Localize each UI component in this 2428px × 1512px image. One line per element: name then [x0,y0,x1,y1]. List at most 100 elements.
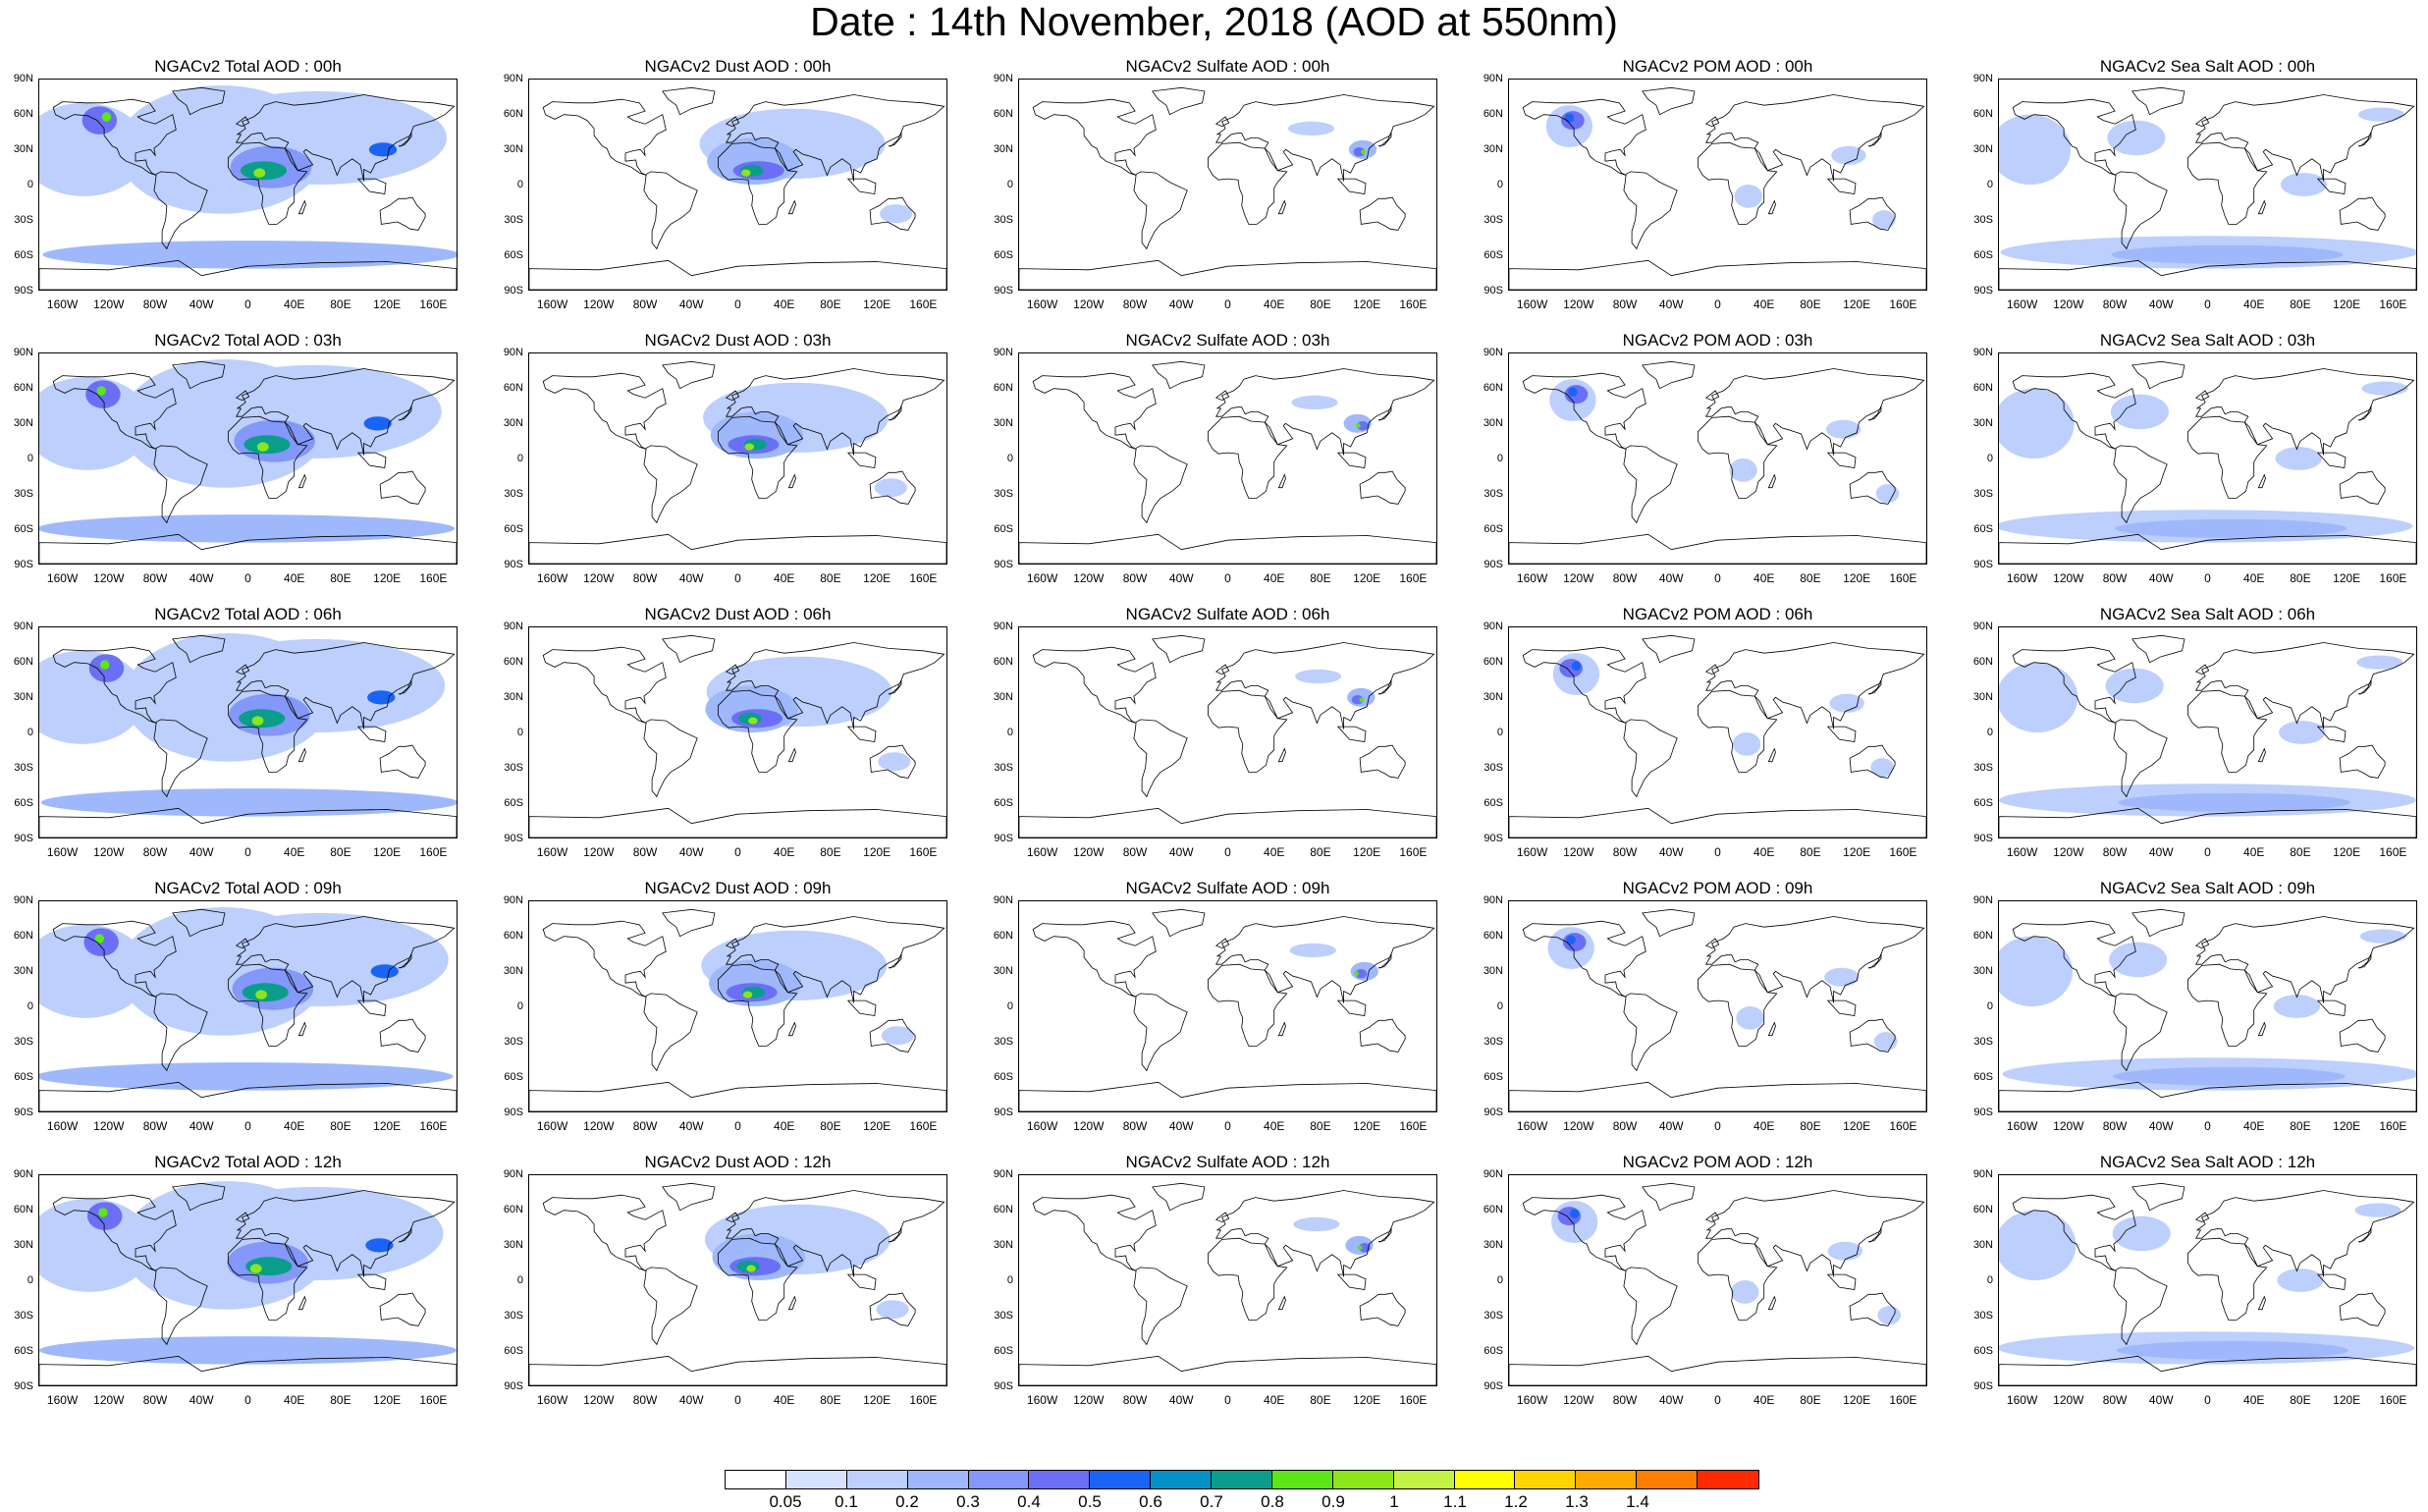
coastline [1867,405,1882,421]
lat-tick-label: 90N [13,1168,33,1180]
lon-tick-label: 80E [1310,1119,1331,1133]
lat-tick-label: 0 [1006,1000,1013,1012]
figure-title: Date : 14th November, 2018 (AOD at 550nm… [810,0,1618,44]
map-plot [1019,360,1436,564]
coastline [52,1194,177,1271]
aod-field [98,1208,108,1217]
lat-tick-label: 60S [1484,523,1503,535]
lon-tick-label: 80W [1122,845,1148,859]
coastline [236,94,456,182]
coastline [643,445,698,524]
coastline [542,98,667,176]
lon-tick-label: 120E [2333,845,2361,859]
lon-tick-label: 80E [1800,571,1821,585]
map-panel-pom-4: NGACv2 POM AOD : 12h 90N 60N 30N 0 30S 60S 90S 1… [1470,1153,1961,1418]
lat-tick-label: 30N [503,417,523,429]
lat-tick-label: 0 [27,179,33,190]
map-panel-sulfate-0: NGACv2 Sulfate AOD : 00h 90N 60N 30N 0 30S 60S… [980,57,1471,322]
coastline [725,1212,740,1223]
lat-tick-label: 90N [13,621,33,632]
coastline [1849,744,1896,779]
lat-tick-label: 90N [1972,1168,1993,1180]
lat-tick-label: 90S [994,833,1013,844]
aod-field [741,169,751,177]
lat-tick-label: 90N [13,73,33,84]
lon-tick-label: 80E [820,571,841,585]
coastline [529,1355,946,1385]
lat-tick-label: 90S [504,559,523,570]
lon-tick-label: 80W [1612,297,1638,311]
coastline [379,470,426,505]
coastline [717,1237,798,1321]
lon-tick-label: 160W [536,571,568,585]
coastline [1522,98,1646,176]
coastline [153,993,208,1072]
map-panel-total-4: NGACv2 Total AOD : 12h 90N 60N 30N 0 30S 60S 90… [0,1153,491,1418]
coastline [2195,1190,2415,1277]
aod-field [42,241,457,269]
coastline [1999,807,2416,837]
lat-tick-label: 30S [994,1310,1013,1322]
lon-tick-label: 0 [734,571,741,585]
aod-field [744,443,755,451]
coastline [2195,94,2415,182]
lon-tick-label: 160E [909,1393,938,1407]
lat-tick-label: 90S [1484,285,1503,297]
coastline [1704,664,1720,675]
aod-field [1736,1006,1764,1030]
lat-tick-label: 30S [504,1310,523,1322]
coastline [662,908,716,938]
lon-tick-label: 40E [284,1393,305,1407]
coastline [1767,473,1776,489]
aod-field [2113,1066,2346,1086]
lon-tick-label: 40E [1264,297,1285,311]
lon-tick-label: 40W [189,1393,214,1407]
lon-tick-label: 40E [774,1393,795,1407]
aod-field [99,660,110,670]
coastline [1032,920,1157,998]
lon-tick-label: 160E [2379,1119,2407,1133]
aod-field [1831,145,1866,165]
lat-tick-label: 0 [1006,727,1013,738]
lon-tick-label: 80E [330,1119,351,1133]
lat-tick-label: 90S [14,1107,33,1118]
coastline [1214,938,1230,949]
colorbar-box [1332,1471,1394,1488]
lat-tick-label: 60S [14,797,33,809]
coastline [1215,642,1435,729]
lat-tick-label: 30S [1973,1036,1993,1048]
coastline [1336,178,1367,194]
lon-tick-label: 160W [536,1119,568,1133]
lon-tick-label: 0 [1224,845,1231,859]
coastline [1522,1194,1646,1271]
coastline [1377,679,1392,695]
lon-tick-label: 160W [1516,1393,1548,1407]
lon-tick-label: 160W [1516,571,1548,585]
lat-tick-label: 30N [1483,965,1503,977]
coastline [2131,1182,2185,1212]
coastline [725,390,740,402]
lat-tick-label: 0 [1986,453,1993,464]
lon-tick-label: 160W [2006,571,2038,585]
aod-field [1999,936,2073,1006]
coastline [846,178,877,194]
world-map [1998,626,2417,838]
lon-tick-label: 120E [2333,1393,2361,1407]
lon-tick-label: 0 [1224,1393,1231,1407]
aod-field [1287,121,1335,136]
lat-tick-label: 90N [993,73,1013,84]
coastline [297,473,306,489]
aod-field [1731,1280,1759,1304]
coastline [1867,1227,1882,1243]
lon-tick-label: 160E [1399,1119,1428,1133]
lat-tick-label: 30S [504,762,523,774]
world-map [1508,626,1927,838]
coastline [1019,533,1436,564]
panel-title: NGACv2 Total AOD : 09h [154,879,342,897]
coastline [1133,1267,1188,1346]
lat-tick-label: 60N [503,1204,523,1215]
coastline [39,1081,457,1111]
lat-tick-label: 60S [14,1345,33,1357]
colorbar-box [1151,1471,1212,1488]
lon-tick-label: 40W [1658,571,1684,585]
